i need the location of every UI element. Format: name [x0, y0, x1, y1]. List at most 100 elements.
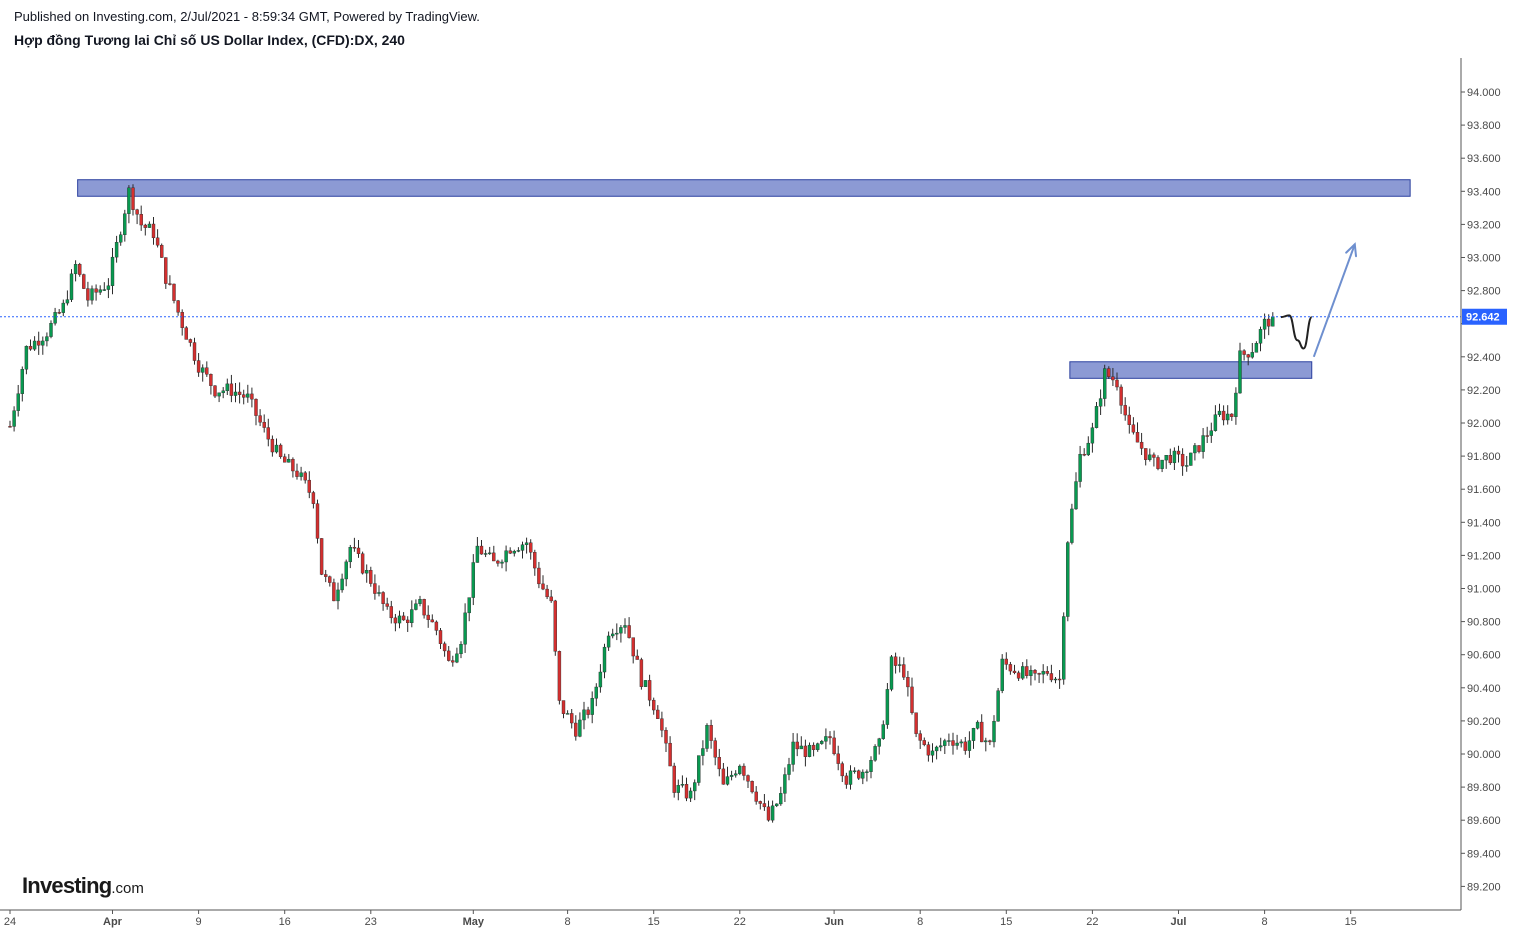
candle-body [106, 285, 111, 290]
candle-body [746, 775, 750, 782]
candle-body [1115, 379, 1119, 388]
y-tick-label: 89.400 [1467, 848, 1501, 860]
candle-body [28, 345, 33, 350]
candle-body [537, 567, 541, 585]
candle-body [467, 597, 471, 614]
candle-body [918, 733, 922, 741]
candle-body [598, 671, 603, 688]
y-tick-label: 92.200 [1467, 385, 1501, 397]
candle-body [852, 770, 857, 772]
x-tick-label: Jul [1171, 916, 1187, 928]
candle-body [881, 724, 885, 739]
x-tick-label: 9 [196, 916, 202, 928]
candle-body [61, 302, 65, 313]
candle-body [1102, 368, 1107, 399]
last-price-tag [1462, 308, 1507, 325]
x-tick-label: 8 [1262, 916, 1268, 928]
candle-body [86, 288, 90, 301]
candle-body [516, 550, 521, 552]
candle-body [459, 644, 463, 655]
candle-body [980, 721, 984, 743]
candle-body [524, 542, 529, 545]
candle-body [1037, 673, 1041, 675]
candle-body [479, 545, 484, 555]
candle-body [352, 547, 357, 549]
candle-body [1197, 445, 1201, 452]
y-tick-label: 89.600 [1467, 815, 1501, 827]
candle-body [463, 612, 467, 645]
candle-body [16, 393, 20, 411]
candle-body [1225, 413, 1230, 421]
candle-body [508, 550, 512, 554]
candle-body [611, 633, 615, 637]
candle-body [159, 244, 164, 258]
candle-body [1266, 318, 1271, 327]
x-tick-label: 8 [565, 916, 571, 928]
candle-body [947, 740, 951, 742]
candle-body [557, 651, 562, 701]
candle-body [98, 289, 102, 293]
candle-body [1090, 427, 1095, 444]
candle-body [299, 472, 303, 477]
logo-main-text: Investing [22, 873, 112, 898]
candle-body [1139, 441, 1144, 449]
candle-body [754, 791, 758, 802]
candle-body [1070, 508, 1074, 543]
candle-body [315, 503, 320, 539]
y-tick-label: 93.200 [1467, 219, 1501, 231]
candle-body [1004, 658, 1008, 665]
candle-body [229, 383, 234, 396]
candle-body [369, 570, 373, 584]
candle-body [582, 709, 586, 721]
candle-body [992, 721, 996, 743]
chart-title: Hợp đồng Tương lai Chỉ số US Dollar Inde… [14, 32, 405, 48]
candle-body [1057, 678, 1062, 681]
support-zone [1069, 361, 1313, 379]
last-price-tag-label: 92.642 [1466, 312, 1500, 324]
candle-body [934, 746, 939, 752]
candle-body [824, 736, 828, 742]
candle-body [770, 805, 775, 821]
candle-body [922, 740, 926, 745]
x-tick-label: 16 [279, 916, 291, 928]
candle-body [955, 742, 959, 746]
candle-body [906, 677, 910, 688]
candle-body [164, 257, 168, 284]
candle-body [184, 327, 189, 340]
candle-body [389, 606, 393, 619]
candle-body [451, 660, 455, 663]
candle-body [307, 479, 311, 493]
forecast-arrow-line [1312, 243, 1356, 358]
candle-body [1205, 435, 1209, 437]
candle-body [418, 599, 422, 604]
candle-body [869, 760, 873, 772]
candle-body [779, 793, 783, 805]
candle-body [791, 741, 795, 765]
candle-body [889, 656, 894, 690]
candle-body [69, 273, 74, 300]
candle-body [278, 444, 283, 457]
candle-body [1250, 352, 1255, 358]
candle-body [943, 740, 947, 746]
candle-body [533, 552, 537, 569]
candle-body [697, 755, 701, 783]
candle-body [885, 689, 890, 725]
candle-body [602, 646, 607, 673]
candle-body [1098, 398, 1103, 407]
candle-body [975, 721, 980, 729]
candle-body [619, 627, 623, 634]
candle-body [344, 561, 348, 580]
candle-body [836, 753, 840, 764]
candle-body [397, 615, 402, 624]
y-tick-label: 92.000 [1467, 418, 1501, 430]
candle-body [803, 745, 808, 757]
candle-body [750, 781, 754, 793]
candle-body [94, 288, 98, 293]
candle-body [114, 242, 119, 258]
candle-body [82, 274, 86, 289]
candle-body [828, 736, 832, 739]
candle-body [877, 738, 881, 747]
candle-body [1123, 405, 1127, 416]
candle-body [233, 391, 238, 396]
